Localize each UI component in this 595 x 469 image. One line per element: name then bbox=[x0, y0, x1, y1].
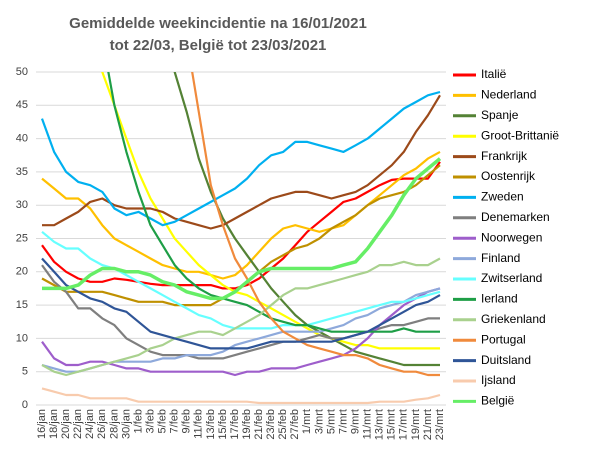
x-tick-label: 15/mrt bbox=[386, 409, 398, 440]
legend-label: Noorwegen bbox=[481, 230, 542, 244]
x-tick-label: 23/feb bbox=[265, 409, 277, 440]
series-line bbox=[101, 72, 440, 350]
x-tick-label: 25/feb bbox=[277, 409, 289, 440]
x-tick-label: 26/jan bbox=[96, 409, 108, 439]
y-tick-label: 15 bbox=[16, 299, 28, 311]
x-tick-label: 17/feb bbox=[229, 409, 241, 440]
series-line bbox=[41, 164, 441, 307]
legend-label: Nederland bbox=[481, 88, 536, 102]
x-tick-label: 1/feb bbox=[132, 409, 144, 433]
x-tick-label: 17/mrt bbox=[398, 409, 410, 440]
x-tick-label: 11/feb bbox=[193, 409, 205, 439]
legend-label: Ierland bbox=[481, 292, 518, 306]
x-tick-label: 9/feb bbox=[181, 409, 193, 433]
x-tick-label: 1/mrt bbox=[301, 409, 313, 434]
legend-label: Italië bbox=[481, 67, 507, 81]
series-line bbox=[41, 257, 441, 377]
x-tick-label: 5/feb bbox=[157, 409, 169, 433]
series-line bbox=[173, 72, 440, 367]
x-tick-label: 7/feb bbox=[169, 409, 181, 433]
legend-label: Finland bbox=[481, 251, 520, 265]
x-tick-label: 18/jan bbox=[48, 409, 60, 439]
y-tick-label: 20 bbox=[16, 266, 28, 278]
chart-title: tot 22/03, België tot 23/03/2021 bbox=[110, 37, 327, 54]
y-tick-label: 45 bbox=[16, 99, 28, 111]
y-tick-label: 50 bbox=[16, 66, 28, 78]
series-line bbox=[42, 157, 442, 301]
legend-label: België bbox=[481, 394, 515, 408]
x-tick-label: 21/mrt bbox=[422, 409, 434, 440]
series-line bbox=[40, 90, 441, 227]
chart-title: Gemiddelde weekincidentie na 16/01/2021 bbox=[69, 15, 367, 32]
legend-label: Groot-Brittanië bbox=[481, 128, 559, 142]
x-tick-label: 19/mrt bbox=[410, 409, 422, 440]
legend-label: Spanje bbox=[481, 108, 519, 122]
y-tick-label: 30 bbox=[16, 199, 28, 211]
legend-label: Ijsland bbox=[481, 373, 516, 387]
x-tick-label: 13/mrt bbox=[374, 409, 386, 440]
x-tick-label: 7/mrt bbox=[337, 409, 349, 434]
x-tick-label: 30/jan bbox=[120, 409, 132, 439]
legend-label: Frankrijk bbox=[481, 149, 528, 163]
legend-label: Oostenrijk bbox=[481, 169, 536, 183]
y-tick-label: 35 bbox=[16, 166, 28, 178]
x-tick-label: 19/feb bbox=[241, 409, 253, 440]
y-tick-label: 25 bbox=[16, 232, 28, 244]
y-tick-label: 10 bbox=[16, 332, 28, 344]
legend: Italië Nederland Spanje Groot-Brittanië Fran… bbox=[453, 67, 559, 408]
x-tick-label: 28/jan bbox=[108, 409, 120, 439]
legend-label: Portugal bbox=[481, 332, 526, 346]
x-tick-label: 23/mrt bbox=[434, 409, 446, 440]
x-tick-label: 15/feb bbox=[217, 409, 229, 440]
series-line bbox=[42, 94, 441, 230]
y-tick-label: 40 bbox=[16, 133, 28, 145]
x-tick-label: 3/feb bbox=[144, 409, 156, 433]
series-line bbox=[41, 387, 441, 405]
series-line bbox=[41, 257, 441, 350]
y-tick-label: 5 bbox=[22, 366, 28, 378]
y-tick-label: 0 bbox=[22, 399, 28, 411]
x-tick-label: 20/jan bbox=[60, 409, 72, 439]
legend-label: Denemarken bbox=[481, 210, 550, 224]
legend-label: Zwitserland bbox=[481, 271, 542, 285]
x-tick-label: 5/mrt bbox=[325, 409, 337, 434]
x-tick-label: 21/feb bbox=[253, 409, 265, 440]
plot-area bbox=[40, 72, 442, 405]
series-line bbox=[191, 72, 440, 377]
legend-label: Duitsland bbox=[481, 353, 531, 367]
x-tick-label: 3/mrt bbox=[313, 409, 325, 434]
x-tick-label: 16/jan bbox=[36, 409, 48, 439]
legend-label: Griekenland bbox=[481, 312, 546, 326]
x-tick-label: 13/feb bbox=[205, 409, 217, 440]
x-tick-label: 22/jan bbox=[72, 409, 84, 439]
series-line bbox=[41, 264, 440, 360]
legend-label: Zweden bbox=[481, 190, 524, 204]
x-tick-label: 9/mrt bbox=[349, 409, 361, 434]
x-tick-label: 24/jan bbox=[84, 409, 96, 439]
grid bbox=[36, 71, 446, 406]
x-tick-label: 11/mrt bbox=[362, 409, 374, 439]
x-tick-label: 27/feb bbox=[289, 409, 301, 440]
